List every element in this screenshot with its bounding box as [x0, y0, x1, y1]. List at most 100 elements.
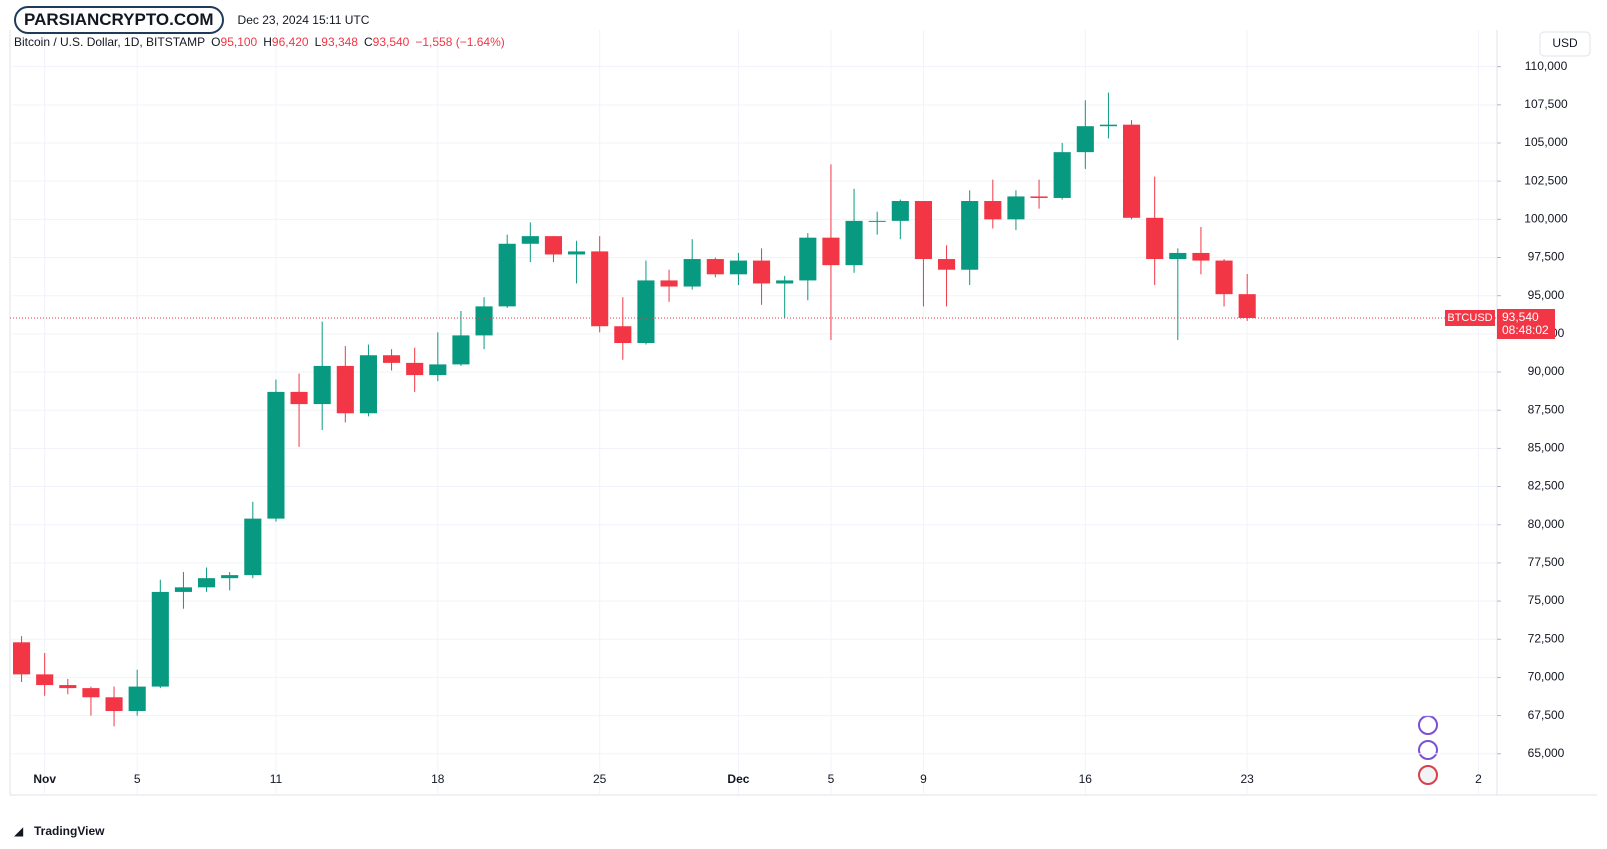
candle-body [429, 364, 447, 376]
ohlc-value: 95,100 [220, 35, 258, 49]
branding: TradingView [34, 824, 105, 838]
plot [13, 92, 1256, 727]
legend: Bitcoin / U.S. Dollar, 1D, BITSTAMP O95,… [14, 35, 505, 49]
y-tick-label: 82,500 [1528, 479, 1565, 493]
candle-body [198, 578, 216, 588]
candle-body [1076, 126, 1094, 153]
candle-body [336, 365, 354, 414]
price-tag [1497, 308, 1555, 339]
candle-body [105, 697, 123, 712]
ohlc-value: 93,540 [372, 35, 410, 49]
candle-body [498, 243, 516, 307]
candle-body [128, 686, 146, 712]
y-tick-label: 75,000 [1528, 593, 1565, 607]
y-tick-label: 67,500 [1528, 708, 1565, 722]
currency-button[interactable] [1539, 31, 1591, 57]
ohlc-key: C [363, 35, 373, 49]
candle-body [1123, 124, 1141, 218]
price-label: 93,540 [1502, 310, 1539, 324]
x-tick-label: 18 [431, 772, 445, 786]
x-tick-label: 9 [920, 772, 927, 786]
ohlc-key: H [263, 35, 272, 49]
candle-body [845, 220, 863, 266]
legend-title: Bitcoin / U.S. Dollar, 1D, BITSTAMP [14, 35, 206, 49]
change: −1,558 (−1.64%) [415, 35, 505, 49]
ohlc-item: L93,348 [315, 35, 358, 49]
candle-body [706, 259, 724, 275]
y-tick-label: 97,500 [1528, 250, 1565, 264]
x-tick-label: 25 [593, 772, 607, 786]
x-tick-label: 5 [828, 772, 835, 786]
y-tick-label: 90,000 [1528, 364, 1565, 378]
candle-body [568, 251, 586, 255]
countdown: 08:48:02 [1502, 323, 1549, 337]
candle-body [452, 335, 470, 365]
ohlc-item: H96,420 [263, 35, 308, 49]
ohlc-value: 93,348 [321, 35, 358, 49]
ohlc-key: L [314, 35, 322, 49]
ohlc-value: 96,420 [271, 35, 309, 49]
candle-body [637, 280, 655, 344]
y-tick-label: 110,000 [1525, 59, 1568, 73]
candle-body [614, 326, 632, 344]
y-tick-label: 77,500 [1528, 555, 1565, 569]
x-tick-label: 5 [134, 772, 141, 786]
y-tick-label: 65,000 [1528, 746, 1565, 760]
x-tick-label: Nov [33, 772, 56, 786]
candle-body [822, 237, 840, 266]
candle-body [406, 362, 424, 376]
candle-body [1238, 294, 1256, 318]
candle-body [868, 220, 886, 222]
candle-body [151, 591, 169, 687]
x-tick-label: Dec [727, 772, 749, 786]
icon-economic[interactable] [1418, 765, 1438, 785]
candle-body [660, 280, 678, 287]
candle-body [1192, 252, 1210, 261]
y-tick-label: 100,000 [1524, 212, 1568, 226]
y-tick-label: 70,000 [1528, 670, 1565, 684]
y-tick-label: 72,500 [1528, 631, 1565, 645]
symbol-tag [1445, 309, 1495, 326]
candle-body [521, 236, 539, 244]
candle-body [174, 587, 192, 592]
candle-body [753, 260, 771, 284]
candle-body [961, 201, 979, 270]
candle-body [591, 251, 609, 327]
candle-body [13, 642, 31, 675]
candle-body [984, 201, 1002, 220]
candle-body [1007, 196, 1025, 220]
y-tick-label: 85,000 [1528, 441, 1565, 455]
candle-body [1030, 196, 1048, 198]
ohlc-key: O [211, 35, 221, 49]
candle-body [891, 201, 909, 221]
candle-body [544, 236, 562, 255]
y-tick-label: 107,500 [1524, 97, 1568, 111]
ohlc-item: O95,100 [211, 35, 257, 49]
icon-events[interactable] [1418, 740, 1438, 760]
top-bar: PARSIANCRYPTO.COM Dec 23, 2024 15:11 UTC [14, 6, 369, 34]
x-tick-label: 23 [1241, 772, 1255, 786]
y-tick-label: 80,000 [1528, 517, 1565, 531]
y-tick-label: 105,000 [1524, 135, 1568, 149]
candle-body [1146, 217, 1164, 260]
candle-body [290, 391, 308, 405]
y-tick-label: 95,000 [1528, 288, 1565, 302]
candle-body [313, 365, 331, 405]
watermark: PARSIANCRYPTO.COM [14, 6, 224, 34]
y-tick-label: 87,500 [1528, 402, 1565, 416]
candle-body [1215, 260, 1233, 295]
timestamp: Dec 23, 2024 15:11 UTC [237, 13, 370, 27]
x-tick-label: 2 [1475, 772, 1482, 786]
candle-body [1099, 124, 1117, 127]
candle-body [244, 518, 262, 576]
candle-body [36, 674, 54, 686]
branding-logo: ◢ [14, 824, 24, 838]
candle-body [938, 259, 956, 270]
candle-body [1169, 252, 1187, 260]
currency: USD [1552, 36, 1578, 50]
candle-body [799, 237, 817, 281]
candle-body [776, 280, 794, 284]
candle-body [729, 260, 747, 275]
